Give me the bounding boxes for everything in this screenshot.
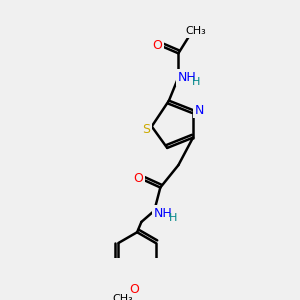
Text: H: H <box>169 213 177 223</box>
Text: S: S <box>142 122 150 136</box>
Text: O: O <box>152 39 162 52</box>
Text: NH: NH <box>154 207 172 220</box>
Text: CH₃: CH₃ <box>185 26 206 36</box>
Text: N: N <box>195 103 205 117</box>
Text: H: H <box>191 77 200 87</box>
Text: O: O <box>133 172 143 185</box>
Text: O: O <box>130 284 140 296</box>
Text: NH: NH <box>178 71 196 84</box>
Text: CH₃: CH₃ <box>112 294 133 300</box>
